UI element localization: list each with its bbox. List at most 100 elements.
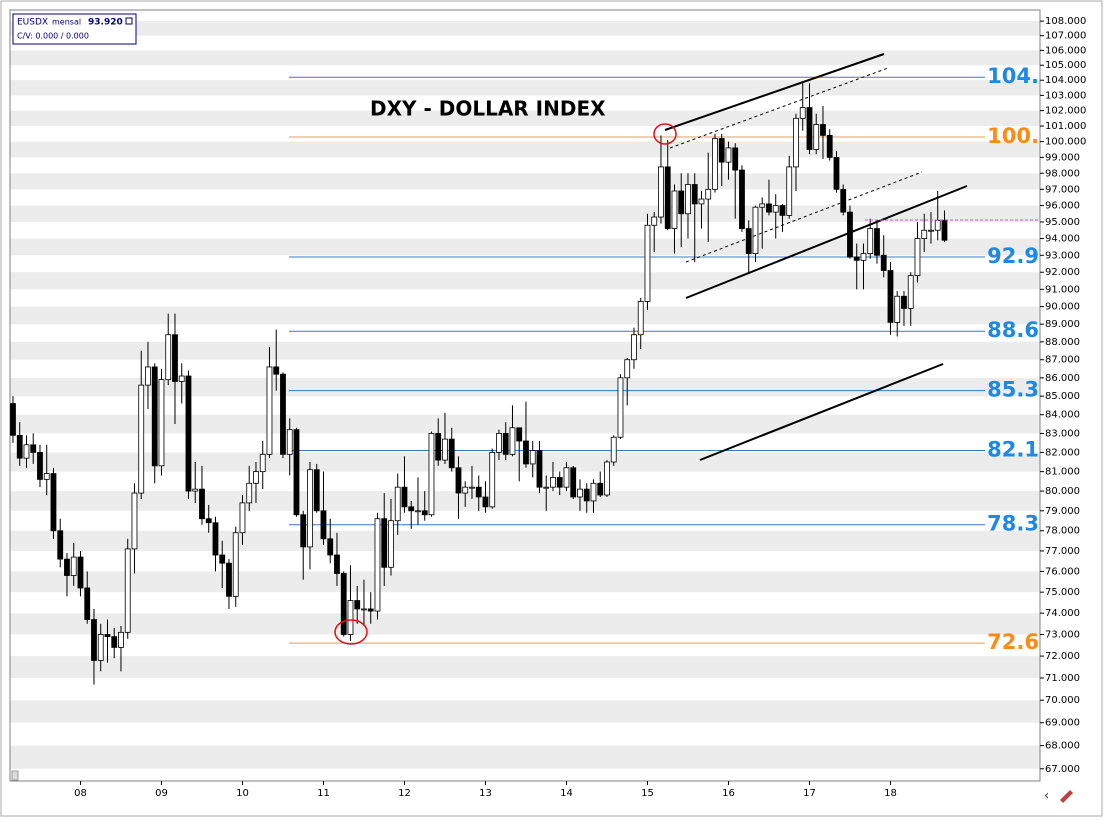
period: mensal (52, 18, 81, 27)
candle-body (259, 453, 266, 473)
level-label: 92.9 (987, 244, 1039, 268)
y-tick-label: 91.000 (1045, 284, 1080, 295)
y-tick-label: 75.000 (1045, 587, 1080, 598)
x-tick-label: 15 (641, 788, 654, 799)
x-tick-label: 11 (317, 788, 330, 799)
candle-body (374, 518, 381, 612)
stripe (10, 745, 1040, 769)
trend-line (685, 185, 968, 299)
candle-body (813, 124, 820, 150)
candle-body (57, 530, 64, 560)
scroll-left[interactable]: ‹ (1044, 789, 1049, 804)
cv: C/V: 0.000 / 0.000 (17, 32, 89, 41)
candle-body (914, 238, 921, 277)
annotations (334, 53, 1040, 645)
stripe (10, 656, 1040, 678)
y-tick-label: 69.000 (1045, 718, 1080, 729)
candle-body (347, 600, 354, 635)
candle-body (637, 301, 644, 336)
candle-body (111, 636, 118, 648)
candle-body (428, 433, 435, 516)
candle-body (793, 117, 799, 168)
candle-body (435, 433, 442, 461)
candle-body (583, 488, 590, 502)
candle-body (280, 373, 286, 455)
candle-body (462, 486, 469, 494)
candle-body (570, 467, 577, 498)
stripe (10, 21, 1040, 36)
y-tick-label: 93.000 (1045, 250, 1080, 261)
level-label: 85.3 (987, 378, 1039, 402)
stripe (10, 238, 1040, 256)
candle-body (138, 384, 145, 494)
candle-body (401, 486, 408, 508)
candle-body (705, 188, 712, 200)
candle-body (543, 486, 550, 489)
chart-title: DXY - DOLLAR INDEX (370, 97, 606, 121)
y-tick-label: 107.000 (1045, 31, 1086, 42)
candle-body (820, 124, 826, 136)
candle-body (97, 634, 104, 661)
candle-body (610, 436, 617, 463)
y-tick-label: 102.000 (1045, 106, 1086, 117)
candle-body (205, 518, 212, 524)
candle-body (745, 228, 752, 255)
stripe (10, 80, 1040, 96)
highlight-circle (653, 123, 677, 145)
scroll-handle[interactable] (11, 770, 19, 781)
candle-body (327, 538, 334, 556)
trend-line (664, 53, 885, 131)
candle-body (847, 211, 853, 258)
candle-body (523, 440, 529, 465)
candle-body (658, 166, 664, 218)
y-tick-label: 104.000 (1045, 75, 1086, 86)
x-tick-label: 09 (155, 788, 168, 799)
y-tick-label: 89.000 (1045, 319, 1080, 330)
candle-body (941, 219, 948, 241)
y-tick-label: 77.000 (1045, 546, 1080, 557)
y-tick-label: 105.000 (1045, 60, 1086, 71)
candle-body (894, 295, 901, 323)
level-label: 82.1 (987, 438, 1039, 462)
candle-body (421, 510, 428, 516)
candle-body (172, 334, 178, 382)
y-tick-label: 103.000 (1045, 90, 1086, 101)
candle-body (388, 520, 394, 568)
y-tick-label: 72.000 (1045, 651, 1080, 662)
y-tick-label: 96.000 (1045, 201, 1080, 212)
candle-body (604, 461, 610, 496)
y-tick-label: 106.000 (1045, 45, 1086, 56)
y-tick-label: 79.000 (1045, 506, 1080, 517)
trend-line (699, 363, 944, 461)
candle-body (651, 216, 658, 226)
candle-body (685, 184, 691, 215)
x-tick-label: 18 (884, 788, 897, 799)
box-icon[interactable] (125, 17, 133, 25)
candle-body (16, 434, 23, 459)
candles-layer (10, 83, 948, 685)
stripe (10, 306, 1040, 325)
candle-body (293, 429, 300, 516)
candle-body (536, 450, 543, 488)
candle-body (124, 548, 131, 633)
y-tick-label: 76.000 (1045, 566, 1080, 577)
candle-body (516, 427, 523, 442)
candle-body (10, 403, 16, 436)
candle-body (718, 138, 725, 163)
candle-body (928, 229, 934, 232)
level-label: 104. (987, 64, 1039, 88)
candle-body (266, 366, 273, 455)
candle-body (394, 486, 401, 522)
y-tick-label: 68.000 (1045, 741, 1080, 752)
candle-body (246, 482, 253, 504)
x-tick-label: 16 (722, 788, 735, 799)
candle-body (367, 608, 374, 612)
stripe (10, 173, 1040, 190)
candle-body (469, 486, 475, 489)
candle-body (300, 514, 307, 548)
candle-body (226, 562, 232, 597)
tool-icon[interactable] (1060, 790, 1073, 803)
x-tick-label: 10 (236, 788, 249, 799)
stripe (10, 341, 1040, 360)
candle-body (577, 488, 583, 498)
